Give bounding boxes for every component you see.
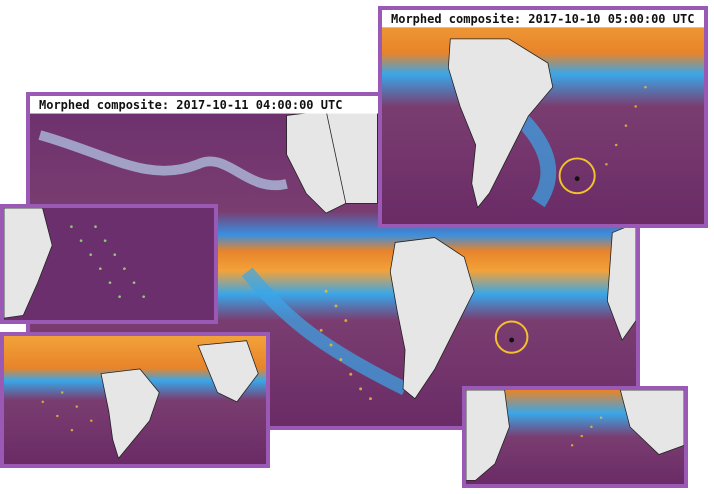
observation-points — [41, 391, 93, 432]
south-america-land — [466, 390, 510, 481]
south-america-land — [4, 208, 53, 319]
observation-points — [605, 85, 647, 166]
left-inset-map — [4, 208, 214, 320]
top-right-composite-map — [382, 10, 704, 224]
africa-land — [619, 390, 684, 455]
top-right-panel-title: Morphed composite: 2017-10-10 05:00:00 U… — [388, 11, 698, 27]
south-america-land — [389, 237, 475, 400]
highlight-circle — [558, 157, 596, 195]
bottom-left-inset-map — [4, 336, 266, 464]
bottom-left-inset-panel — [0, 332, 270, 468]
left-inset-panel — [0, 204, 218, 324]
observation-points — [70, 225, 146, 298]
observation-points — [319, 289, 372, 401]
top-right-composite-panel: Morphed composite: 2017-10-10 05:00:00 U… — [378, 6, 708, 228]
bottom-right-inset-panel — [462, 386, 688, 488]
observation-points — [570, 416, 603, 447]
south-america-land — [100, 368, 160, 460]
bottom-right-inset-map — [466, 390, 684, 484]
main-panel-title: Morphed composite: 2017-10-11 04:00:00 U… — [36, 97, 346, 113]
africa-land — [197, 340, 259, 403]
south-america-land — [447, 38, 554, 209]
highlight-circle — [494, 320, 529, 354]
